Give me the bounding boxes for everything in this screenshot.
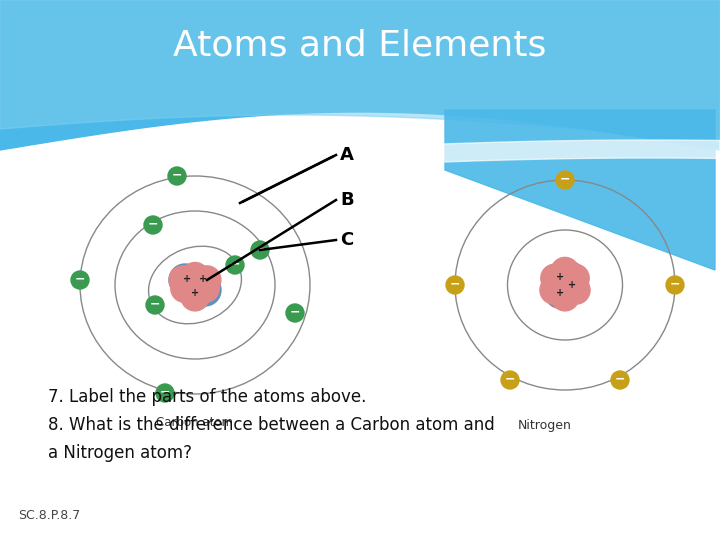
Text: 8. What is the difference between a Carbon atom and: 8. What is the difference between a Carb… (48, 416, 495, 434)
Text: +: + (556, 288, 564, 298)
Text: +: + (556, 272, 564, 282)
Circle shape (156, 384, 174, 402)
Polygon shape (0, 0, 720, 150)
Circle shape (168, 167, 186, 185)
Polygon shape (445, 110, 715, 270)
Text: −: − (75, 273, 85, 286)
Circle shape (226, 256, 244, 274)
Text: −: − (148, 218, 158, 231)
Circle shape (540, 276, 568, 304)
Text: Atoms and Elements: Atoms and Elements (174, 28, 546, 62)
Circle shape (286, 304, 304, 322)
Circle shape (541, 264, 569, 292)
Circle shape (144, 216, 162, 234)
Polygon shape (300, 140, 720, 168)
Circle shape (556, 171, 574, 189)
Text: C: C (340, 231, 354, 249)
Text: −: − (450, 278, 460, 291)
Text: Carbon atom: Carbon atom (156, 416, 233, 429)
Circle shape (146, 296, 164, 314)
Circle shape (71, 271, 89, 289)
Text: −: − (615, 373, 625, 386)
Text: −: − (255, 242, 265, 255)
Text: +: + (199, 274, 207, 284)
Circle shape (558, 262, 584, 288)
Circle shape (666, 276, 684, 294)
Circle shape (562, 276, 590, 304)
Circle shape (446, 276, 464, 294)
Text: B: B (340, 191, 354, 209)
Text: −: − (160, 386, 170, 399)
Text: −: − (230, 258, 240, 271)
Circle shape (181, 283, 209, 311)
Text: SC.8.P.8.7: SC.8.P.8.7 (18, 509, 80, 522)
Circle shape (192, 274, 219, 302)
Text: +: + (568, 280, 576, 290)
Circle shape (524, 248, 542, 266)
Circle shape (611, 371, 629, 389)
Circle shape (169, 264, 201, 296)
Circle shape (558, 274, 584, 300)
Circle shape (588, 304, 606, 322)
Text: a Nitrogen atom?: a Nitrogen atom? (48, 444, 192, 462)
Circle shape (561, 264, 589, 292)
Circle shape (551, 258, 579, 286)
Circle shape (551, 271, 579, 299)
Circle shape (251, 241, 269, 259)
Circle shape (193, 266, 221, 294)
Text: −: − (670, 278, 680, 291)
Text: −: − (505, 373, 516, 386)
Text: A: A (340, 146, 354, 164)
Text: +: + (191, 288, 199, 298)
Text: −: − (150, 298, 161, 310)
Text: 7. Label the parts of the atoms above.: 7. Label the parts of the atoms above. (48, 388, 366, 406)
Text: −: − (289, 306, 300, 319)
Circle shape (181, 262, 209, 291)
Bar (0, 0, 720, 110)
Text: −: − (172, 168, 182, 181)
Bar (445, 167, 713, 425)
Text: +: + (183, 274, 191, 284)
Circle shape (169, 266, 197, 294)
Circle shape (551, 283, 579, 311)
Circle shape (501, 371, 519, 389)
Circle shape (546, 270, 572, 296)
Text: Nitrogen: Nitrogen (518, 418, 572, 431)
Polygon shape (0, 0, 720, 141)
Circle shape (171, 274, 199, 302)
Circle shape (189, 274, 221, 306)
Text: −: − (559, 172, 570, 186)
Circle shape (546, 282, 572, 308)
